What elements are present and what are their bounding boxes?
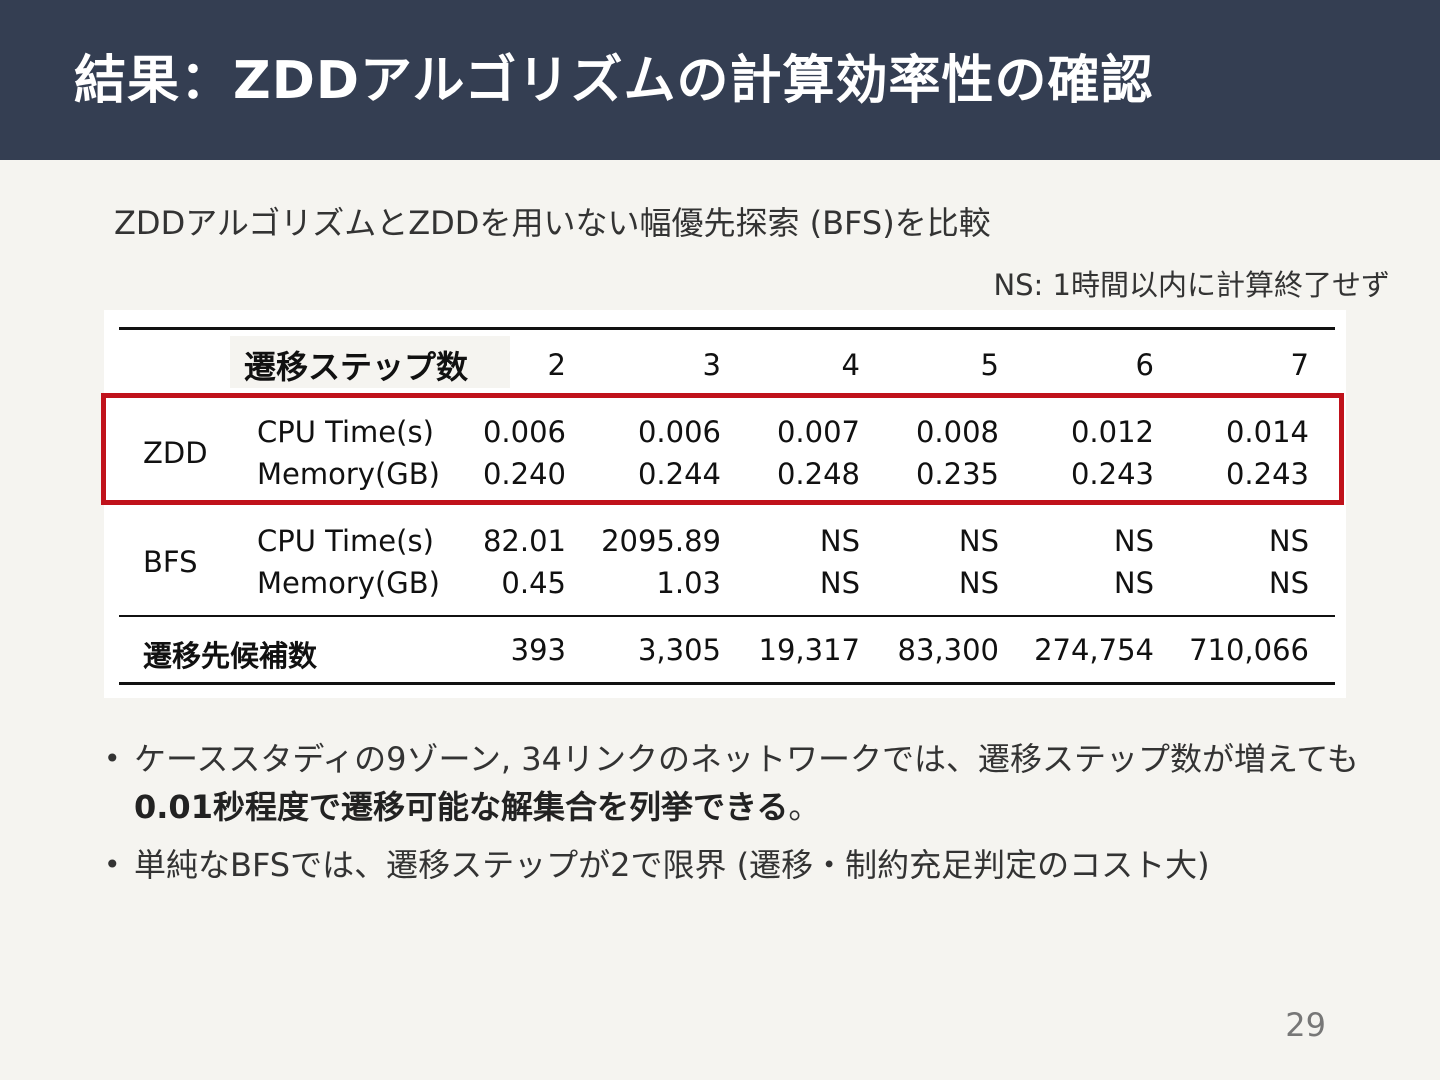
zdd-mem-5: 0.235 [915, 457, 999, 491]
zdd-cpu-label: CPU Time(s) [257, 415, 434, 449]
bfs-cpu-7: NS [1268, 524, 1309, 558]
page-number: 29 [1285, 1006, 1326, 1044]
zdd-mem-7: 0.243 [1225, 457, 1309, 491]
slide-subtitle: ZDDアルゴリズムとZDDを用いない幅優先探索 (BFS)を比較 [114, 204, 991, 242]
zdd-cpu-6: 0.012 [1070, 415, 1154, 449]
bullet-dot-icon: • [104, 848, 121, 881]
candidates-4: 19,317 [758, 633, 860, 667]
bullet-text-bold: 0.01秒程度で遷移可能な解集合を列挙できる [134, 788, 789, 826]
step-col-7: 7 [1290, 348, 1309, 382]
step-col-4: 4 [841, 348, 860, 382]
bfs-mem-7: NS [1268, 566, 1309, 600]
zdd-mem-6: 0.243 [1070, 457, 1154, 491]
bfs-cpu-label: CPU Time(s) [257, 524, 434, 558]
table-bottom-rule [119, 682, 1335, 685]
zdd-mem-4: 0.248 [776, 457, 860, 491]
step-col-2: 2 [547, 348, 566, 382]
bfs-mem-3: 1.03 [656, 566, 721, 600]
candidates-label: 遷移先候補数 [143, 639, 318, 673]
candidates-6: 274,754 [1034, 633, 1154, 667]
bullet-text-end: 。 [788, 788, 821, 826]
bfs-mem-2: 0.45 [501, 566, 566, 600]
slide-title: 結果：ZDDアルゴリズムの計算効率性の確認 [74, 51, 1154, 111]
step-col-5: 5 [980, 348, 999, 382]
candidates-7: 710,066 [1189, 633, 1309, 667]
bullet-item: • ケーススタディの9ゾーン, 34リンクのネットワークでは、遷移ステップ数が増… [100, 735, 1390, 831]
candidates-5: 83,300 [897, 633, 999, 667]
bfs-label: BFS [143, 545, 198, 579]
table-top-rule [119, 327, 1335, 330]
bfs-mem-label: Memory(GB) [257, 566, 440, 600]
zdd-mem-2: 0.240 [482, 457, 566, 491]
bfs-cpu-6: NS [1113, 524, 1154, 558]
bfs-cpu-4: NS [819, 524, 860, 558]
zdd-highlight-box [101, 393, 1344, 505]
bfs-cpu-2: 82.01 [482, 524, 566, 558]
slide-header: 結果：ZDDアルゴリズムの計算効率性の確認 [0, 0, 1440, 160]
zdd-label: ZDD [143, 436, 208, 470]
step-col-3: 3 [702, 348, 721, 382]
bullet-item: • 単純なBFSでは、遷移ステップが2で限界 (遷移・制約充足判定のコスト大) [100, 841, 1390, 889]
bfs-mem-6: NS [1113, 566, 1154, 600]
bullet-text: ケーススタディの9ゾーン, 34リンクのネットワークでは、遷移ステップ数が増えて… [134, 740, 1359, 778]
bfs-cpu-3: 2095.89 [601, 524, 721, 558]
step-col-6: 6 [1135, 348, 1154, 382]
zdd-mem-label: Memory(GB) [257, 457, 440, 491]
ns-note: NS: 1時間以内に計算終了せず [993, 268, 1390, 302]
bfs-mem-5: NS [958, 566, 999, 600]
bullet-list: • ケーススタディの9ゾーン, 34リンクのネットワークでは、遷移ステップ数が増… [100, 735, 1390, 899]
bfs-cpu-5: NS [958, 524, 999, 558]
candidates-3: 3,305 [637, 633, 721, 667]
candidates-2: 393 [510, 633, 566, 667]
zdd-cpu-3: 0.006 [637, 415, 721, 449]
table-mid-rule [119, 615, 1335, 617]
zdd-cpu-7: 0.014 [1225, 415, 1309, 449]
bullet-dot-icon: • [104, 742, 121, 775]
zdd-cpu-4: 0.007 [776, 415, 860, 449]
bfs-mem-4: NS [819, 566, 860, 600]
bullet-text: 単純なBFSでは、遷移ステップが2で限界 (遷移・制約充足判定のコスト大) [134, 846, 1210, 884]
step-header-label: 遷移ステップ数 [244, 348, 469, 386]
zdd-mem-3: 0.244 [637, 457, 721, 491]
step-header-bg [230, 336, 510, 388]
zdd-cpu-2: 0.006 [482, 415, 566, 449]
zdd-cpu-5: 0.008 [915, 415, 999, 449]
